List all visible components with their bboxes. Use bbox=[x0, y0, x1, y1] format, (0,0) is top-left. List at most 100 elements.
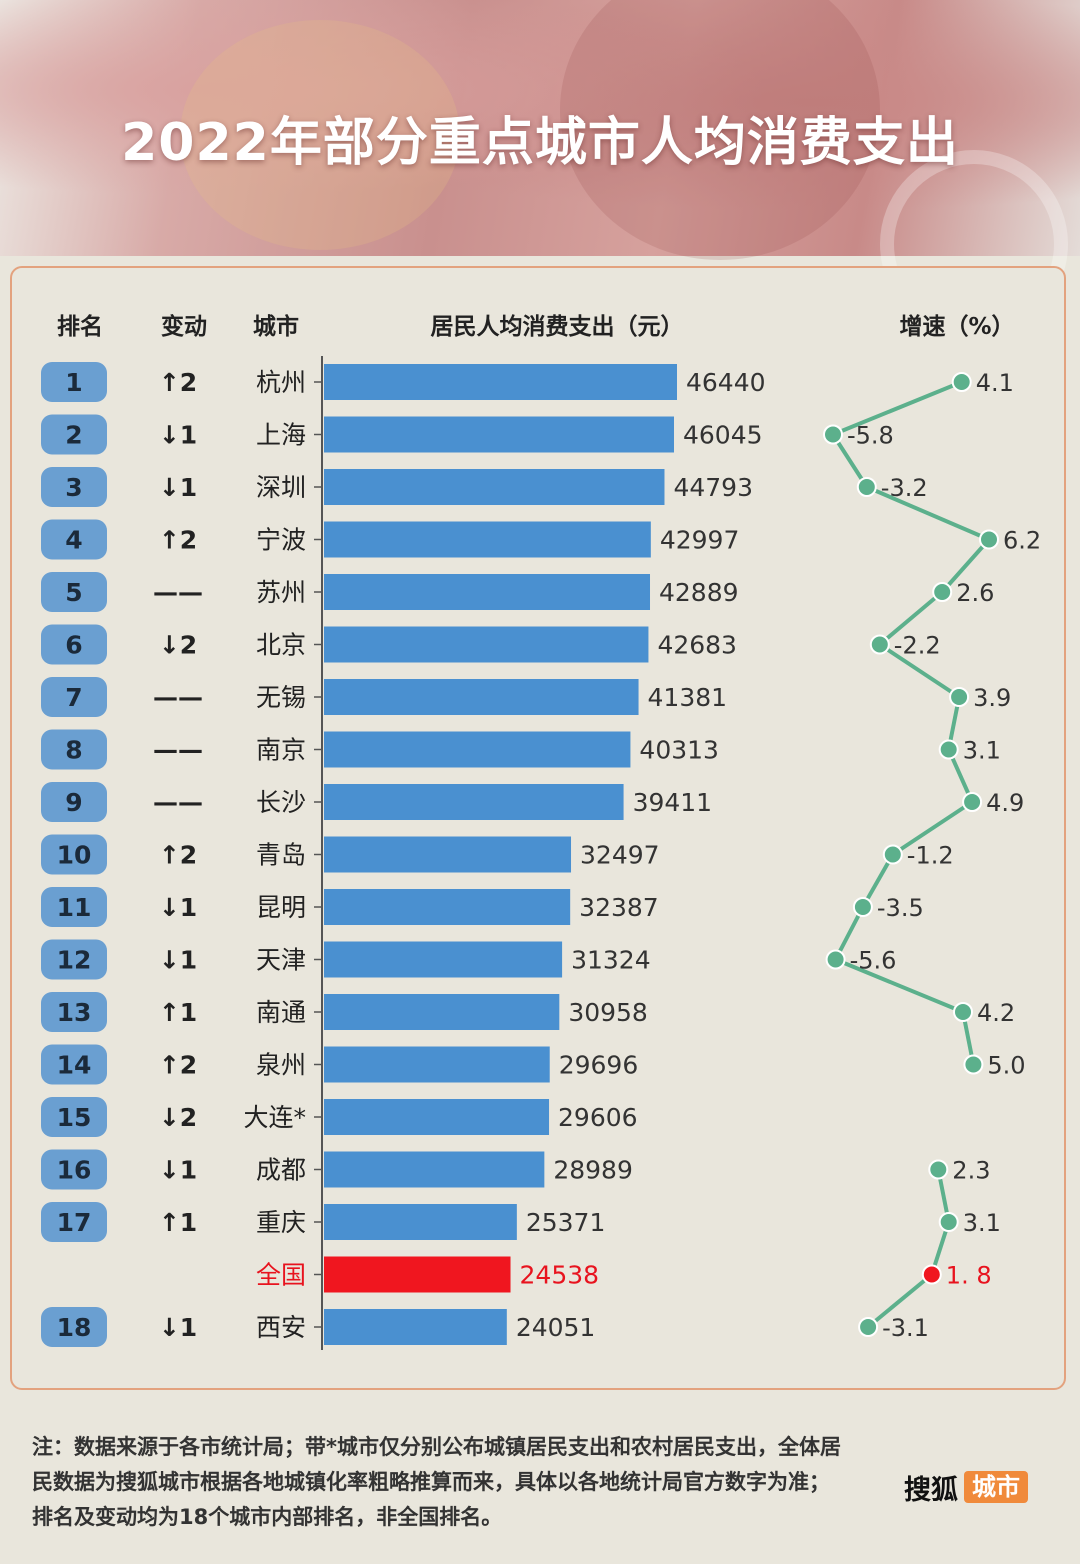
value-label: 40313 bbox=[639, 736, 719, 765]
growth-point bbox=[928, 1159, 949, 1180]
rank-change: ↑2 bbox=[159, 368, 197, 397]
bar bbox=[324, 1151, 545, 1188]
rank-badge bbox=[41, 1044, 107, 1085]
growth-label: -5.8 bbox=[847, 422, 894, 450]
national-label: 全国 bbox=[256, 1261, 306, 1290]
header-change: 变动 bbox=[161, 313, 207, 340]
rank-badge bbox=[41, 1202, 107, 1242]
rank-number: 1 bbox=[65, 368, 82, 397]
value-label: 29696 bbox=[559, 1051, 639, 1080]
growth-label: 6.2 bbox=[1003, 527, 1041, 555]
header-city: 城市 bbox=[253, 313, 299, 340]
growth-label: 5.0 bbox=[987, 1052, 1025, 1080]
city-label: 昆明 bbox=[256, 893, 306, 922]
city-label: 宁波 bbox=[256, 526, 306, 555]
growth-segment bbox=[831, 433, 869, 489]
header-spending: 居民人均消费支出（元） bbox=[431, 313, 684, 340]
growth-label: 1. 8 bbox=[946, 1262, 992, 1290]
growth-segment bbox=[861, 853, 895, 908]
growth-point bbox=[869, 634, 890, 655]
bar bbox=[324, 994, 560, 1030]
rank-badge bbox=[41, 992, 107, 1032]
rank-badge bbox=[41, 414, 107, 455]
growth-label: -3.2 bbox=[881, 474, 928, 502]
growth-label: -1.2 bbox=[907, 842, 954, 870]
rank-number: 14 bbox=[57, 1051, 92, 1080]
rank-badge bbox=[41, 519, 107, 560]
logo-tag: 城市 bbox=[964, 1471, 1028, 1503]
bar bbox=[324, 1046, 550, 1083]
bar bbox=[324, 521, 651, 558]
rank-change: ↓2 bbox=[159, 1103, 197, 1132]
rank-badge bbox=[41, 572, 107, 612]
rank-badge bbox=[41, 1097, 107, 1137]
city-label: 南通 bbox=[256, 998, 306, 1027]
rank-change: —— bbox=[153, 683, 203, 712]
rank-change: —— bbox=[153, 788, 203, 817]
chart-panel: 排名 变动 城市 居民人均消费支出（元） 增速（%） 1 ↑2 杭州 46440 2 ↓1… bbox=[10, 266, 1066, 1390]
city-label: 西安 bbox=[256, 1313, 306, 1342]
column-headers: 排名 变动 城市 居民人均消费支出（元） 增速（%） bbox=[57, 313, 1015, 340]
value-label: 39411 bbox=[633, 788, 713, 817]
rank-badge bbox=[41, 887, 107, 927]
growth-label: 2.3 bbox=[952, 1157, 990, 1185]
rank-change: ↑2 bbox=[159, 526, 197, 555]
bar bbox=[324, 469, 665, 505]
rank-number: 4 bbox=[65, 526, 82, 555]
growth-label: -3.5 bbox=[877, 894, 924, 922]
bar bbox=[324, 364, 677, 400]
rank-change: ↓1 bbox=[159, 1156, 197, 1185]
growth-label: 3.9 bbox=[973, 684, 1011, 712]
rank-number: 5 bbox=[65, 578, 82, 607]
rank-badge bbox=[41, 782, 107, 822]
growth-point bbox=[825, 949, 846, 970]
value-label: 24538 bbox=[520, 1261, 600, 1290]
city-label: 杭州 bbox=[256, 368, 306, 397]
growth-point bbox=[949, 687, 970, 707]
bar bbox=[324, 574, 651, 610]
growth-point bbox=[951, 372, 972, 392]
rank-change: —— bbox=[153, 736, 203, 765]
national-bar bbox=[324, 1256, 511, 1293]
growth-point bbox=[882, 844, 903, 865]
value-label: 42683 bbox=[657, 631, 737, 660]
growth-point bbox=[962, 792, 983, 812]
city-label: 成都 bbox=[256, 1156, 306, 1185]
rank-number: 12 bbox=[57, 946, 92, 975]
rank-number: 10 bbox=[57, 841, 92, 870]
growth-point bbox=[938, 739, 959, 760]
bar bbox=[324, 731, 631, 768]
bar bbox=[324, 836, 572, 873]
rank-number: 7 bbox=[65, 683, 82, 712]
growth-label: 4.1 bbox=[976, 369, 1014, 397]
rank-badge bbox=[41, 467, 107, 507]
city-label: 北京 bbox=[256, 631, 306, 660]
value-label: 24051 bbox=[516, 1313, 596, 1342]
city-label: 南京 bbox=[256, 736, 306, 765]
growth-label: 3.1 bbox=[963, 1209, 1001, 1237]
bar bbox=[324, 1309, 507, 1345]
growth-segment bbox=[940, 538, 991, 594]
chart-rows: 1 ↑2 杭州 46440 2 ↓1 上海 46045 3 ↓1 深圳 44793 4 ↑2 宁波 42997… bbox=[41, 362, 766, 1347]
bar bbox=[324, 416, 674, 453]
growth-segment bbox=[891, 800, 974, 857]
growth-point bbox=[938, 1212, 959, 1232]
city-label: 青岛 bbox=[256, 841, 306, 870]
city-label: 长沙 bbox=[256, 788, 306, 817]
rank-number: 18 bbox=[57, 1313, 92, 1342]
growth-point bbox=[858, 1317, 879, 1337]
bar bbox=[324, 679, 639, 715]
page-title: 2022年部分重点城市人均消费支出 bbox=[121, 113, 959, 173]
rank-number: 15 bbox=[57, 1103, 92, 1132]
rank-badge bbox=[41, 1307, 107, 1347]
city-label: 天津 bbox=[256, 946, 306, 975]
rank-change: ↓1 bbox=[159, 1313, 197, 1342]
bar bbox=[324, 626, 649, 663]
rank-change: ↓1 bbox=[159, 946, 197, 975]
header-rank: 排名 bbox=[57, 313, 103, 340]
value-label: 42889 bbox=[659, 578, 739, 607]
growth-segment bbox=[834, 957, 964, 1014]
rank-change: —— bbox=[153, 578, 203, 607]
growth-segment bbox=[832, 380, 963, 437]
growth-label: 2.6 bbox=[956, 579, 994, 607]
